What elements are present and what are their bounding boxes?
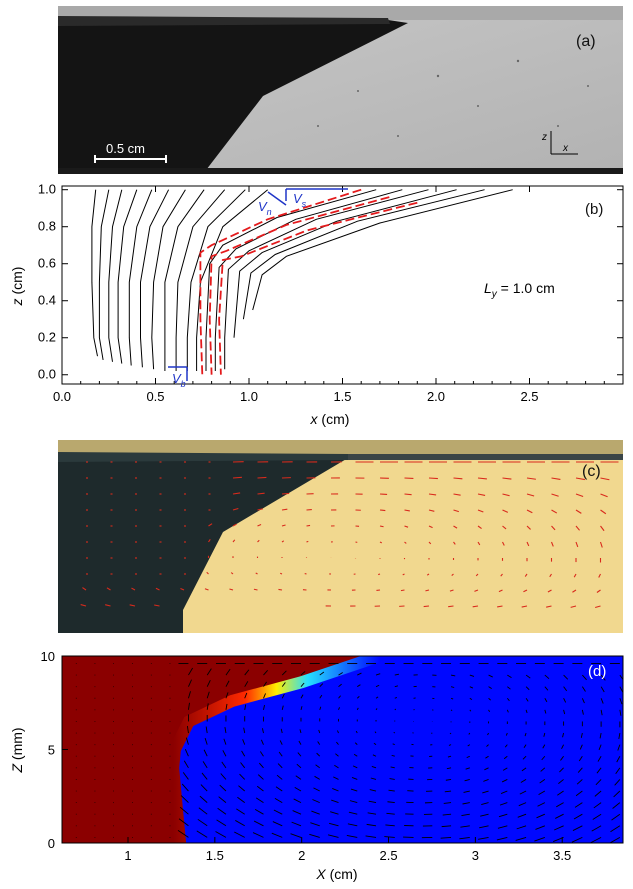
panel-c-image: (c) [58,440,623,633]
velocity-arrow [405,494,412,495]
panel-b-xlabel: x (cm) [310,411,350,427]
x-tick-label: 1.0 [240,389,258,404]
y-tick-label: 0.2 [38,330,56,345]
x-tick-label: 1.5 [333,389,351,404]
x-tick-label: 2.5 [379,848,397,863]
velocity-arrow [448,606,453,607]
axis-z-label: z [541,132,547,143]
velocity-arrow [429,478,438,479]
panel-c-label: (c) [582,463,601,480]
velocity-arrow [282,493,289,494]
velocity-arrow [454,478,463,479]
velocity-arrow [258,477,267,478]
panel-d-label: (d) [588,663,606,680]
velocity-arrow [254,589,258,590]
panel-a-image: 0.5 cm z x (a) [58,6,623,174]
panel-d-xlabel: X (cm) [315,866,357,882]
y-tick-label: 0.4 [38,293,56,308]
scale-bar-label: 0.5 cm [106,141,145,156]
x-tick-label: 2.5 [520,389,538,404]
x-tick-label: 3.5 [553,848,571,863]
x-tick-label: 1.5 [206,848,224,863]
x-tick-label: 1 [124,848,131,863]
x-tick-label: 0.5 [146,389,164,404]
velocity-arrow [378,574,380,575]
x-tick-label: 0.0 [53,389,71,404]
velocity-arrow [278,589,282,590]
y-tick-label: 10 [41,649,55,664]
panel-b-ylabel: z (cm) [9,267,25,307]
y-tick-label: 0.0 [38,367,56,382]
y-tick-label: 1.0 [38,182,56,197]
velocity-arrow [380,526,384,527]
panel-b-label: (b) [585,201,603,218]
velocity-arrow [307,525,311,526]
y-tick-label: 0.6 [38,256,56,271]
y-tick-label: 0 [48,836,55,851]
velocity-arrow [307,541,309,542]
panel-d: 1 1.5 2 2.5 3 3.5 0 5 10 (d) X (cm) Z (mm) [0,648,633,884]
axis-x-label: x [562,143,569,154]
velocity-arrow [280,573,282,574]
x-tick-label: 2.0 [427,389,445,404]
velocity-arrow [401,590,405,591]
x-tick-label: 2 [298,848,305,863]
panel-d-chart: 1 1.5 2 2.5 3 3.5 0 5 10 (d) X (cm) Z (mm) [0,648,633,884]
y-tick-label: 5 [48,743,55,758]
panel-a-label: (a) [576,33,596,50]
y-tick-label: 0.8 [38,219,56,234]
velocity-arrow [424,606,429,607]
x-tick-label: 3 [472,848,479,863]
panel-c: (c) [58,440,623,633]
velocity-arrow [380,510,385,511]
panel-a: 0.5 cm z x (a) [58,6,623,174]
velocity-arrow [233,477,242,478]
panel-d-ylabel: Z (mm) [9,727,25,773]
